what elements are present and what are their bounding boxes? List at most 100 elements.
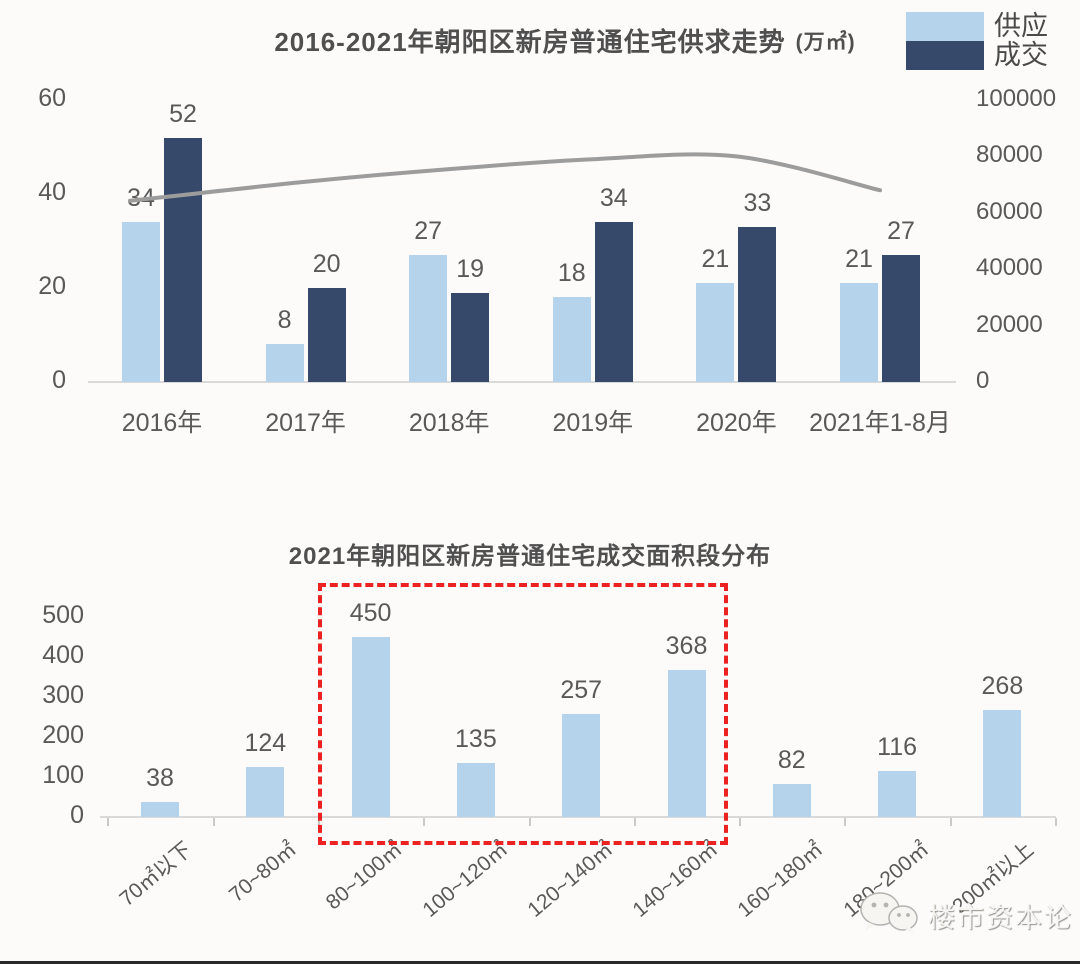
- area-value-120~140㎡: 257: [560, 676, 603, 705]
- category-label-2016年: 2016年: [121, 409, 203, 437]
- area-bar-140~160㎡: [667, 669, 706, 817]
- bottom-axis-baseline: [100, 816, 1056, 818]
- right-axis-tick-80000: 80000: [976, 141, 1043, 169]
- area-value-70㎡以下: 38: [146, 763, 174, 792]
- area-value-160~180㎡: 82: [777, 746, 806, 775]
- deal-bar-2019年: [594, 222, 633, 382]
- right-axis-tick-0: 0: [976, 367, 990, 394]
- bottom-y-tick-300: 300: [42, 681, 84, 709]
- area-value-140~160㎡: 368: [665, 631, 708, 660]
- top-axis-baseline: [88, 381, 956, 383]
- wechat-bubbles-icon: [860, 892, 918, 934]
- area-category-label-140~160㎡: 140~160㎡: [628, 837, 723, 922]
- bottom-axis-tick-mark: [212, 818, 215, 826]
- area-category-label-120~140㎡: 120~140㎡: [523, 837, 618, 922]
- left-axis-tick-60: 60: [38, 84, 66, 112]
- bottom-axis-tick-mark: [844, 818, 847, 826]
- top-chart-title-text: 2016-2021年朝阳区新房普通住宅供求走势: [274, 27, 786, 57]
- area-value-180~200㎡: 116: [877, 732, 918, 761]
- deal-value-2017年: 20: [312, 250, 341, 278]
- top-chart-unit: (万㎡): [795, 31, 856, 54]
- legend-swatches: [906, 12, 984, 70]
- area-bar-160~180㎡: [772, 784, 811, 817]
- area-bar-70~80㎡: [246, 767, 285, 817]
- bottom-chart-title: 2021年朝阳区新房普通住宅成交面积段分布: [288, 543, 772, 570]
- left-axis-tick-40: 40: [38, 178, 66, 206]
- bottom-y-tick-100: 100: [42, 761, 84, 789]
- right-axis-tick-100000: 100000: [976, 85, 1057, 112]
- category-label-2017年: 2017年: [265, 409, 346, 437]
- bottom-axis-tick-mark: [423, 818, 426, 826]
- right-axis-tick-20000: 20000: [976, 310, 1043, 338]
- deal-bar-2017年: [307, 288, 346, 382]
- top-chart-title: 2016-2021年朝阳区新房普通住宅供求走势 (万㎡): [110, 22, 1020, 59]
- legend-swatch-supply: [906, 12, 984, 41]
- bottom-y-tick-0: 0: [70, 801, 84, 829]
- area-value-200㎡以上: 268: [981, 671, 1024, 700]
- area-value-100~120㎡: 135: [455, 725, 497, 753]
- left-axis-tick-0: 0: [52, 366, 66, 394]
- highlight-box: [318, 583, 728, 845]
- right-axis-tick-40000: 40000: [976, 254, 1043, 282]
- legend-label-supply: 供应: [994, 11, 1048, 41]
- supply-bar-2018年: [409, 255, 448, 382]
- bottom-divider: [0, 961, 1080, 964]
- bottom-axis-tick-mark: [528, 818, 531, 826]
- legend-swatch-deal: [906, 41, 984, 70]
- area-bar-100~120㎡: [456, 763, 495, 817]
- bottom-y-tick-200: 200: [42, 721, 84, 749]
- bottom-axis-tick-mark: [633, 818, 636, 826]
- bottom-y-tick-400: 400: [42, 641, 84, 669]
- deal-value-2020年: 33: [743, 188, 772, 217]
- supply-value-2018年: 27: [414, 217, 443, 246]
- watermark: 楼市资本论: [858, 890, 1073, 940]
- supply-bar-2020年: [696, 283, 735, 382]
- supply-bar-2019年: [552, 297, 591, 382]
- area-bar-80~100㎡: [351, 637, 390, 817]
- supply-value-2021年1-8月: 21: [845, 245, 873, 274]
- legend-label-deal: 成交: [994, 40, 1048, 70]
- right-axis-tick-60000: 60000: [976, 197, 1043, 225]
- category-label-2021年1-8月: 2021年1-8月: [809, 409, 951, 437]
- deal-value-2018年: 19: [456, 254, 485, 283]
- deal-bar-2021年1-8月: [882, 255, 920, 382]
- category-label-2020年: 2020年: [696, 409, 777, 437]
- legend-labels: 供应 成交: [994, 12, 1048, 70]
- supply-bar-2016年: [122, 222, 160, 382]
- area-category-label-70㎡以下: 70㎡以下: [115, 837, 196, 911]
- left-axis-tick-20: 20: [38, 272, 66, 300]
- category-label-2019年: 2019年: [552, 409, 634, 437]
- area-category-label-100~120㎡: 100~120㎡: [417, 837, 512, 922]
- top-chart-legend: 供应 成交: [906, 12, 1048, 70]
- bottom-axis-tick-mark: [107, 818, 110, 826]
- area-category-label-80~100㎡: 80~100㎡: [321, 837, 407, 915]
- bottom-axis-tick-mark: [739, 818, 742, 826]
- bottom-axis-tick-mark: [1055, 818, 1057, 826]
- supply-value-2017年: 8: [277, 306, 292, 335]
- area-bar-200㎡以上: [983, 709, 1022, 817]
- deal-value-2016年: 52: [169, 99, 197, 128]
- area-category-label-160~180㎡: 160~180㎡: [733, 837, 828, 922]
- bottom-y-tick-500: 500: [42, 601, 84, 629]
- deal-bar-2018年: [451, 292, 490, 382]
- bottom-axis-tick-mark: [949, 818, 952, 826]
- deal-bar-2016年: [164, 137, 202, 382]
- supply-value-2019年: 18: [557, 259, 586, 288]
- supply-value-2020年: 21: [701, 245, 730, 274]
- deal-value-2019年: 34: [599, 184, 628, 213]
- category-label-2018年: 2018年: [408, 409, 490, 437]
- area-bar-70㎡以下: [141, 801, 179, 817]
- watermark-text: 楼市资本论: [928, 902, 1073, 933]
- supply-bar-2017年: [265, 344, 304, 382]
- area-value-70~80㎡: 124: [244, 729, 287, 758]
- deal-value-2021年1-8月: 27: [887, 217, 915, 246]
- deal-bar-2020年: [738, 226, 777, 382]
- area-bar-180~200㎡: [878, 770, 917, 817]
- area-bar-120~140㎡: [562, 714, 601, 817]
- supply-bar-2021年1-8月: [840, 283, 878, 382]
- area-value-80~100㎡: 450: [349, 599, 392, 627]
